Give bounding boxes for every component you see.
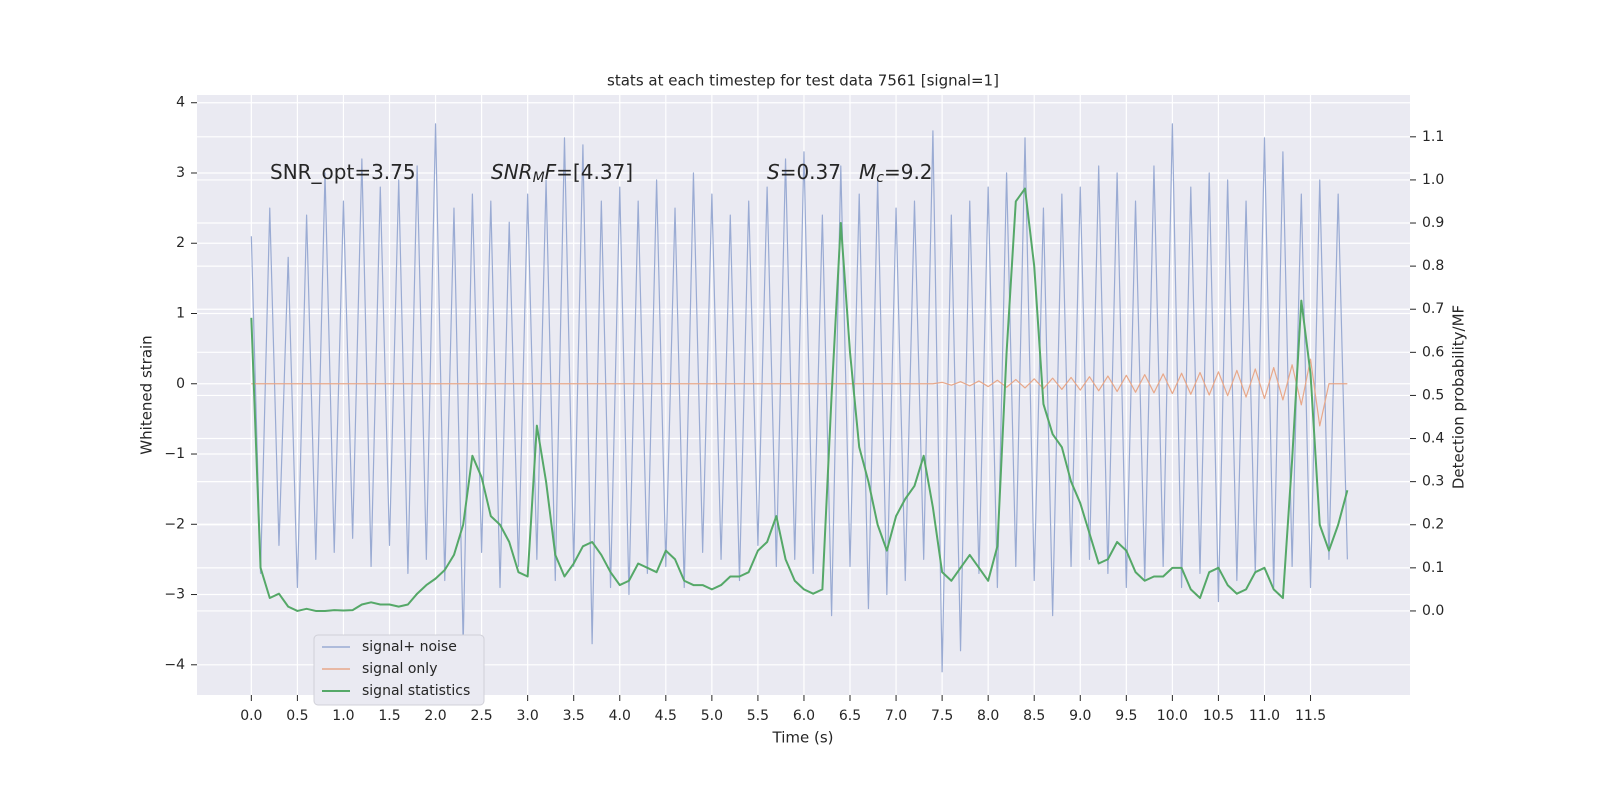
annotation-part: SNR [491,160,533,184]
y2-tick-label: 1.0 [1422,172,1444,188]
series-line [251,358,1348,427]
x-tick-label: 7.5 [931,708,953,724]
y2-tick-label: 0.3 [1422,474,1444,490]
chart-title: stats at each timestep for test data 756… [607,72,999,90]
y-tick-label: −2 [164,516,185,532]
y-tick-label: 3 [176,165,185,181]
y-tick-label: −1 [164,446,185,462]
y2-tick-label: 0.0 [1422,603,1444,619]
legend-box [313,634,485,706]
series-line [250,187,1349,612]
y-tick-label: −4 [164,657,185,673]
annotation-part: SNR_opt=3.75 [270,160,416,184]
y2-tick-label: 0.4 [1422,431,1444,447]
x-tick-label: 0.0 [240,708,262,724]
annotation-part: c [876,170,884,186]
y2-tick-label: 0.6 [1422,344,1444,360]
x-tick-label: 1.0 [332,708,354,724]
x-tick-label: 11.5 [1295,708,1326,724]
y2-tick-label: 0.9 [1422,215,1444,231]
x-tick-label: 7.0 [885,708,907,724]
annotation-part: F [545,160,557,184]
y2-tick-label: 0.1 [1422,560,1444,576]
y-tick-label: 1 [176,306,185,322]
y2-tick-label: 0.8 [1422,258,1444,274]
annotation-part: S [767,160,780,184]
x-tick-label: 6.0 [793,708,815,724]
annotation: SNRMF=[4.37] [491,160,633,187]
x-tick-label: 3.0 [517,708,539,724]
x-tick-label: 5.5 [747,708,769,724]
annotation: Mc=9.2 [859,160,933,187]
x-tick-label: 3.5 [563,708,585,724]
y2-tick-label: 1.1 [1422,129,1444,145]
annotation-part: =9.2 [884,160,933,184]
x-tick-label: 2.5 [470,708,492,724]
x-tick-label: 4.5 [655,708,677,724]
x-tick-label: 9.0 [1069,708,1091,724]
annotation: S=0.37 [767,160,841,184]
x-tick-label: 10.0 [1157,708,1188,724]
x-tick-label: 1.5 [378,708,400,724]
x-tick-label: 8.0 [977,708,999,724]
x-axis-label: Time (s) [772,729,834,747]
y-tick-label: 4 [176,95,185,111]
x-tick-label: 10.5 [1203,708,1234,724]
x-tick-label: 6.5 [839,708,861,724]
y-tick-label: 0 [176,376,185,392]
x-tick-label: 11.0 [1249,708,1280,724]
x-tick-label: 0.5 [286,708,308,724]
annotation-part: M [859,160,876,184]
annotation-part: =[4.37] [556,160,633,184]
legend-label: signal statistics [362,683,470,699]
x-tick-label: 4.0 [609,708,631,724]
y-tick-label: −3 [164,587,185,603]
x-tick-label: 9.5 [1115,708,1137,724]
annotation-part: M [533,170,545,186]
x-tick-label: 2.0 [424,708,446,724]
legend-label: signal+ noise [362,639,457,655]
y2-axis-label: Detection probability/MF [1450,305,1468,489]
y-tick-label: 2 [176,235,185,251]
legend-label: signal only [362,661,437,677]
annotation-part: =0.37 [780,160,841,184]
annotation: SNR_opt=3.75 [270,160,416,184]
y-axis-label: Whitened strain [138,335,156,454]
y2-tick-label: 0.7 [1422,301,1444,317]
y2-tick-label: 0.2 [1422,517,1444,533]
x-tick-label: 5.0 [701,708,723,724]
y2-tick-label: 0.5 [1422,387,1444,403]
series-line [250,123,1348,673]
x-tick-label: 8.5 [1023,708,1045,724]
